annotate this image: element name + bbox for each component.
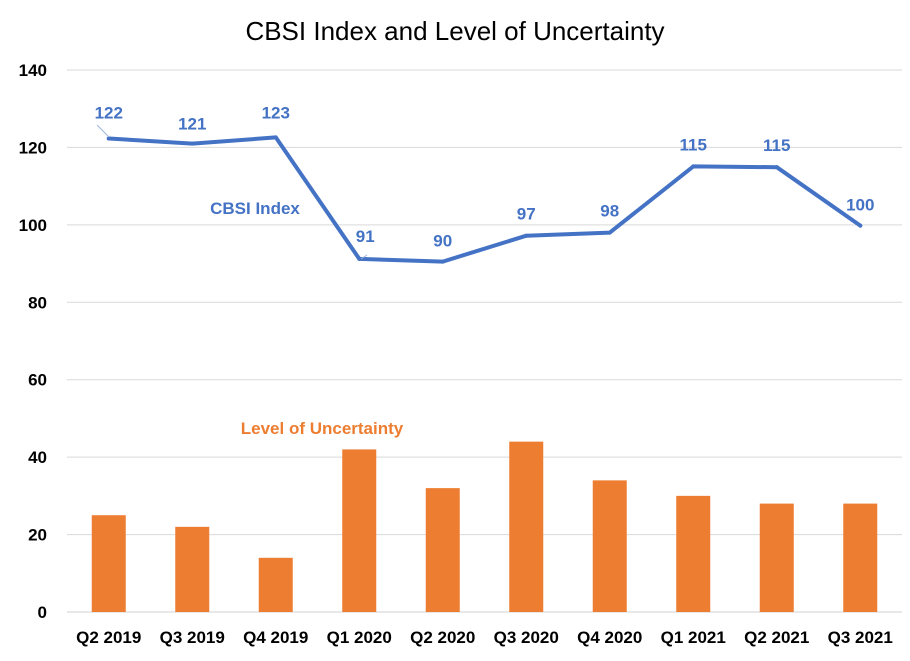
line-point: [607, 230, 612, 235]
line-point: [858, 223, 863, 228]
data-label: 122: [95, 104, 123, 123]
bar: [425, 488, 460, 612]
data-label: 91: [356, 227, 375, 246]
chart-title: CBSI Index and Level of Uncertainty: [245, 16, 664, 46]
y-tick-label: 80: [28, 293, 47, 312]
y-tick-label: 60: [28, 371, 47, 390]
line-point: [190, 141, 195, 146]
bar: [91, 515, 126, 612]
data-labels: 122 121 123 91 90 97 98 115 115 100: [95, 103, 874, 260]
y-tick-label: 20: [28, 526, 47, 545]
bar-series: [91, 441, 878, 612]
y-tick-label: 140: [19, 61, 47, 80]
line-point: [440, 259, 445, 264]
data-label: 115: [763, 136, 790, 155]
line-path: [106, 135, 863, 264]
x-tick-label: Q4 2019: [243, 628, 308, 647]
x-tick-label: Q3 2019: [160, 628, 225, 647]
data-label: 123: [262, 103, 290, 122]
x-tick-label: Q3 2020: [494, 628, 559, 647]
data-label: 97: [517, 205, 536, 224]
y-tick-label: 40: [28, 448, 47, 467]
bar: [592, 480, 627, 612]
line-series: [106, 135, 863, 264]
data-label: 100: [846, 196, 874, 215]
line-point: [524, 233, 529, 238]
bar: [258, 557, 293, 612]
series-label-cbsi: CBSI Index: [210, 199, 300, 218]
bar: [509, 441, 544, 612]
x-tick-label: Q1 2020: [327, 628, 392, 647]
x-axis-ticks: Q2 2019 Q3 2019 Q4 2019 Q1 2020 Q2 2020 Q3 20…: [76, 628, 893, 647]
line-point: [273, 135, 278, 140]
data-label: 90: [433, 232, 452, 251]
leader-line: [360, 254, 368, 260]
bar: [342, 449, 377, 612]
x-tick-label: Q2 2021: [744, 628, 809, 647]
y-tick-label: 0: [38, 603, 47, 622]
series-label-uncertainty: Level of Uncertainty: [241, 419, 404, 438]
x-tick-label: Q2 2019: [76, 628, 141, 647]
line-point: [357, 256, 362, 261]
data-label: 121: [178, 115, 206, 134]
y-tick-label: 100: [19, 216, 47, 235]
bar: [759, 503, 794, 612]
leader-line: [96, 124, 109, 137]
x-tick-label: Q3 2021: [828, 628, 893, 647]
x-tick-label: Q2 2020: [410, 628, 475, 647]
x-tick-label: Q4 2020: [577, 628, 642, 647]
bar: [843, 503, 878, 612]
data-label: 98: [600, 202, 619, 221]
bar: [175, 526, 210, 612]
bar: [676, 495, 711, 612]
y-tick-label: 120: [19, 138, 47, 157]
line-point: [774, 165, 779, 170]
y-axis-ticks: 0 20 40 60 80 100 120 140: [19, 61, 47, 622]
line-point: [691, 164, 696, 169]
x-tick-label: Q1 2021: [661, 628, 726, 647]
line-point: [106, 136, 111, 141]
data-label: 115: [680, 135, 707, 154]
